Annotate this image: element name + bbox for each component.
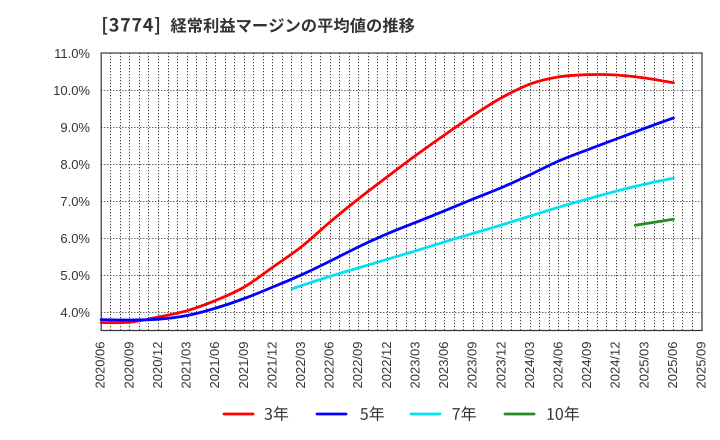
svg-text:2020/12: 2020/12 [150, 342, 165, 389]
svg-text:2023/06: 2023/06 [436, 342, 451, 389]
svg-text:2024/09: 2024/09 [579, 342, 594, 389]
svg-text:2021/03: 2021/03 [179, 342, 194, 389]
svg-text:2020/09: 2020/09 [121, 342, 136, 389]
svg-text:2025/09: 2025/09 [694, 342, 709, 389]
svg-text:4.0%: 4.0% [60, 305, 90, 320]
svg-text:2024/03: 2024/03 [522, 342, 537, 389]
svg-text:2021/12: 2021/12 [264, 342, 279, 389]
svg-text:11.0%: 11.0% [54, 46, 90, 61]
svg-text:9.0%: 9.0% [60, 120, 90, 135]
svg-text:8.0%: 8.0% [60, 157, 90, 172]
svg-text:2022/06: 2022/06 [322, 342, 337, 389]
svg-text:2021/09: 2021/09 [236, 342, 251, 389]
svg-text:7.0%: 7.0% [60, 194, 90, 209]
svg-text:6.0%: 6.0% [60, 231, 90, 246]
svg-text:2025/06: 2025/06 [665, 342, 680, 389]
svg-text:2023/03: 2023/03 [407, 342, 422, 389]
svg-text:2023/12: 2023/12 [493, 342, 508, 389]
svg-text:5.0%: 5.0% [60, 268, 90, 283]
svg-text:2023/09: 2023/09 [465, 342, 480, 389]
svg-text:10.0%: 10.0% [53, 83, 90, 98]
svg-text:2024/12: 2024/12 [608, 342, 623, 389]
svg-text:2022/03: 2022/03 [293, 342, 308, 389]
svg-text:2024/06: 2024/06 [551, 342, 566, 389]
svg-text:2022/12: 2022/12 [379, 342, 394, 389]
svg-text:2020/06: 2020/06 [93, 342, 108, 389]
svg-text:2022/09: 2022/09 [350, 342, 365, 389]
svg-text:2025/03: 2025/03 [636, 342, 651, 389]
svg-text:2021/06: 2021/06 [207, 342, 222, 389]
